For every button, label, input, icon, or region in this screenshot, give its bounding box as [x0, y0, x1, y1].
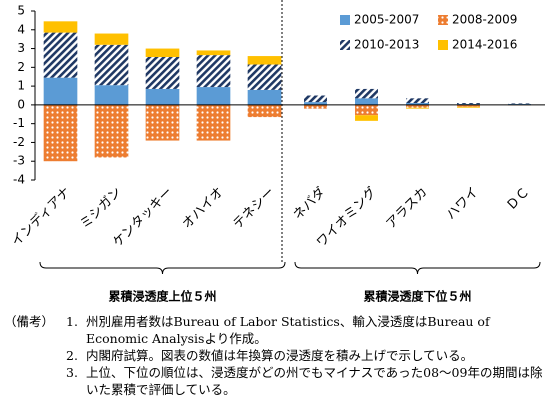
group-label: 累積浸透度上位５州	[108, 289, 216, 304]
bar-segment	[355, 104, 378, 116]
legend-swatch	[438, 40, 448, 50]
bar-segment	[196, 104, 231, 141]
note-lab	[4, 364, 66, 398]
note-lab	[4, 347, 66, 364]
legend-swatch	[438, 15, 448, 25]
bar-segment	[145, 48, 180, 58]
legend-label: 2005-2007	[354, 13, 419, 27]
x-tick-label: オハイオ	[180, 185, 227, 232]
y-tick-label: -1	[13, 116, 25, 130]
bar-segment	[94, 44, 129, 86]
bar-segment	[457, 106, 480, 108]
bar-segment	[145, 57, 180, 89]
note-num: 3.	[66, 365, 78, 380]
bar-segment	[457, 103, 480, 104]
bar-segment	[94, 85, 129, 105]
y-tick-label: 4	[17, 22, 25, 36]
group-brace	[294, 261, 541, 275]
bar-segment	[406, 104, 429, 108]
note-num: 1.	[66, 314, 78, 329]
bar-segment	[43, 32, 78, 78]
bar-segment	[196, 50, 231, 56]
note-num: 2.	[66, 348, 78, 363]
note-txt: 上位、下位の順位は、浸透度がどの州でもマイナスであった08～09年の期間は除いた…	[86, 365, 543, 397]
group-label: 累積浸透度下位５州	[363, 289, 471, 304]
y-tick-label: 1	[17, 79, 25, 93]
y-tick-label: -2	[13, 135, 25, 149]
bar-segment	[196, 55, 231, 88]
bar-segment	[247, 64, 282, 90]
legend-swatch	[340, 40, 350, 50]
bar-segment	[145, 88, 180, 105]
bar-segment	[145, 104, 180, 141]
bar-segment	[355, 115, 378, 121]
x-tick-label: テネシー	[230, 185, 277, 232]
group-brace	[39, 261, 286, 275]
legend-swatch	[340, 15, 350, 25]
bar-segment	[304, 104, 327, 109]
x-tick-label: アラスカ	[384, 185, 431, 232]
bar-segment	[94, 33, 129, 45]
bar-segment	[457, 104, 480, 107]
bar-segment	[304, 95, 327, 103]
y-tick-label: -3	[13, 154, 25, 168]
legend-label: 2008-2009	[452, 13, 517, 27]
legend-label: 2010-2013	[354, 38, 419, 52]
bar-segment	[43, 21, 78, 33]
bar-segment	[355, 98, 378, 105]
x-tick-label: ネバダ	[291, 185, 329, 223]
note-row: （備考） 1. 州別雇用者数はBureau of Labor Statistics、…	[4, 313, 549, 347]
bar-segment	[247, 104, 282, 118]
x-tick-label: ハワイ	[444, 185, 482, 223]
bar-segment	[43, 77, 78, 105]
bar-segment	[94, 104, 129, 158]
x-tick-label: ＤＣ	[504, 185, 533, 214]
y-tick-label: 2	[17, 60, 25, 74]
y-tick-label: 5	[17, 4, 25, 18]
note-row: 2. 内閣府試算。図表の数値は年換算の浸透度を積み上げで示している。	[4, 347, 549, 364]
bar-segment	[406, 107, 429, 109]
note-row: 3. 上位、下位の順位は、浸透度がどの州でもマイナスであった08～09年の期間は除…	[4, 364, 549, 398]
y-tick-label: 3	[17, 41, 25, 55]
bar-segment	[247, 89, 282, 105]
bar-segment	[355, 88, 378, 99]
y-tick-label: 0	[17, 97, 25, 111]
bar-segment	[406, 103, 429, 105]
note-txt: 内閣府試算。図表の数値は年換算の浸透度を積み上げで示している。	[86, 348, 474, 363]
bar-segment	[247, 56, 282, 65]
bar-segment	[196, 87, 231, 105]
note-txt: 州別雇用者数はBureau of Labor Statistics、輸入浸透度は…	[86, 314, 490, 346]
x-tick-label: インディアナ	[8, 184, 74, 250]
bar-segment	[508, 103, 531, 104]
x-tick-label: ミシガン	[77, 185, 124, 232]
bar-segment	[304, 102, 327, 105]
bar-segment	[406, 98, 429, 104]
note-lab: （備考）	[4, 314, 55, 329]
bar-segment	[43, 104, 78, 162]
legend-label: 2014-2016	[452, 38, 517, 52]
y-tick-label: -4	[13, 173, 25, 187]
notes: （備考） 1. 州別雇用者数はBureau of Labor Statistics、…	[4, 313, 549, 398]
